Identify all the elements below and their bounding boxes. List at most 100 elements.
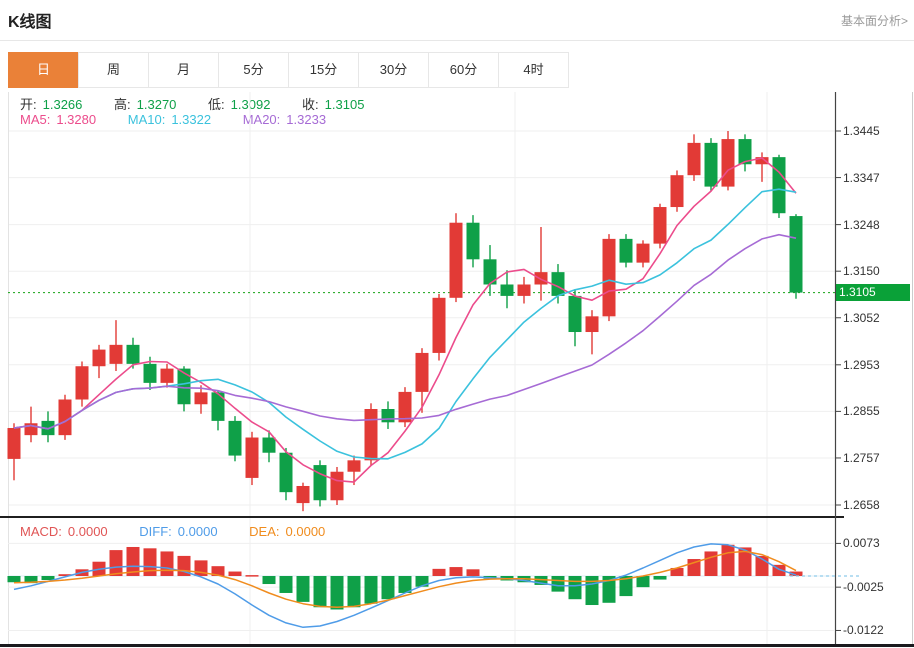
candle-up (755, 157, 769, 165)
candle-down (313, 465, 327, 501)
tab-30min[interactable]: 30分 (358, 52, 429, 88)
open-value: 1.3266 (42, 97, 83, 112)
macd-bar-negative (279, 576, 293, 593)
candle-up (58, 399, 72, 436)
high-label: 高: (114, 97, 131, 112)
dea-value: 0.0000 (285, 524, 326, 539)
y-axis-label: 1.2953 (843, 357, 880, 372)
macd-bar-positive (245, 575, 259, 577)
macd-bar-positive (126, 546, 140, 576)
y-axis-label: 1.3347 (843, 170, 880, 185)
diff-line (13, 543, 797, 629)
candle-down (568, 295, 582, 333)
candle-up (398, 391, 412, 423)
tab-60min[interactable]: 60分 (428, 52, 499, 88)
macd-bar-negative (398, 576, 412, 593)
macd-bar-positive (58, 574, 72, 576)
macd-bar-positive (670, 567, 684, 576)
macd-bar-positive (738, 547, 752, 576)
macd-bar-negative (585, 576, 599, 606)
current-price-tag: 1.3105 (836, 284, 910, 302)
macd-bar-negative (551, 576, 565, 592)
macd-value: 0.0000 (67, 524, 108, 539)
fundamental-analysis-link[interactable]: 基本面分析> (840, 14, 908, 28)
candle-down (228, 420, 242, 456)
candle-down (551, 272, 565, 296)
diff-label: DIFF: (139, 524, 172, 539)
macd-bar-negative (534, 576, 548, 585)
diff-value: 0.0000 (177, 524, 218, 539)
candles-group (7, 131, 803, 512)
candle-down (483, 259, 497, 285)
high-value: 1.3270 (136, 97, 177, 112)
y-axis-label: 0.0073 (843, 536, 880, 551)
candle-down (789, 216, 803, 293)
candle-up (347, 460, 361, 472)
candle-up (245, 437, 259, 478)
page-title: K线图 (8, 14, 52, 31)
close-label: 收: (302, 97, 319, 112)
candle-down (500, 284, 514, 296)
ma10-label: MA10: (127, 112, 166, 127)
tab-15min[interactable]: 15分 (288, 52, 359, 88)
macd-bar-negative (296, 576, 310, 602)
candle-down (772, 157, 786, 214)
candle-up (636, 243, 650, 263)
macd-bar-negative (381, 576, 395, 600)
candle-up (432, 297, 446, 353)
candle-up (75, 366, 89, 400)
tab-month[interactable]: 月 (148, 52, 219, 88)
candle-up (109, 344, 123, 364)
candle-up (687, 142, 701, 176)
macd-bar-negative (7, 576, 21, 583)
candle-up (7, 428, 21, 459)
candle-up (160, 368, 174, 383)
macd-label: MACD: (20, 524, 62, 539)
candle-up (517, 284, 531, 296)
ohlc-legend: 开: 1.3266 高: 1.3270 低: 1.3092 收: 1.3105 (20, 94, 370, 113)
candle-down (262, 437, 276, 453)
ma-legend: MA5: 1.3280 MA10: 1.3322 MA20: 1.3233 (20, 112, 332, 127)
y-axis-label: -0.0122 (843, 623, 884, 638)
macd-bar-negative (24, 576, 38, 584)
tab-day[interactable]: 日 (8, 52, 79, 88)
macd-bar-negative (602, 576, 616, 603)
macd-bar-negative (330, 576, 344, 610)
candle-down (279, 452, 293, 493)
candle-up (364, 409, 378, 461)
tab-5min[interactable]: 5分 (218, 52, 289, 88)
y-axis-label: 1.3248 (843, 217, 880, 232)
macd-bar-positive (704, 551, 718, 576)
macd-legend: MACD: 0.0000 DIFF: 0.0000 DEA: 0.0000 (20, 524, 331, 539)
y-axis-label: 1.2855 (843, 404, 880, 419)
y-axis-label: 1.3445 (843, 124, 880, 138)
macd-bar-positive (143, 548, 157, 576)
low-value: 1.3092 (230, 97, 271, 112)
macd-bar-positive (721, 544, 735, 576)
macd-bar-positive (228, 571, 242, 576)
macd-bar-negative (415, 576, 429, 587)
candle-down (177, 368, 191, 405)
macd-bar-negative (41, 576, 55, 581)
candle-down (466, 222, 480, 260)
macd-bar-positive (432, 568, 446, 576)
candle-up (330, 471, 344, 501)
tab-week[interactable]: 周 (78, 52, 149, 88)
candle-down (619, 238, 633, 263)
candle-up (194, 392, 208, 405)
ma5-line (13, 157, 797, 483)
y-axis-label: 1.3150 (843, 264, 880, 279)
candle-up (585, 316, 599, 333)
dea-label: DEA: (249, 524, 280, 539)
widget-bottom-border (0, 644, 914, 647)
period-tab-bar: 日周月 5分 15分 30分 60分 4时 (8, 52, 569, 88)
tab-4hour[interactable]: 4时 (498, 52, 569, 88)
macd-bar-positive (109, 550, 123, 576)
macd-bar-negative (364, 576, 378, 604)
macd-bar-negative (347, 576, 361, 608)
dea-line (13, 550, 797, 609)
y-axis-label: 1.3052 (843, 310, 880, 325)
candle-down (738, 139, 752, 165)
